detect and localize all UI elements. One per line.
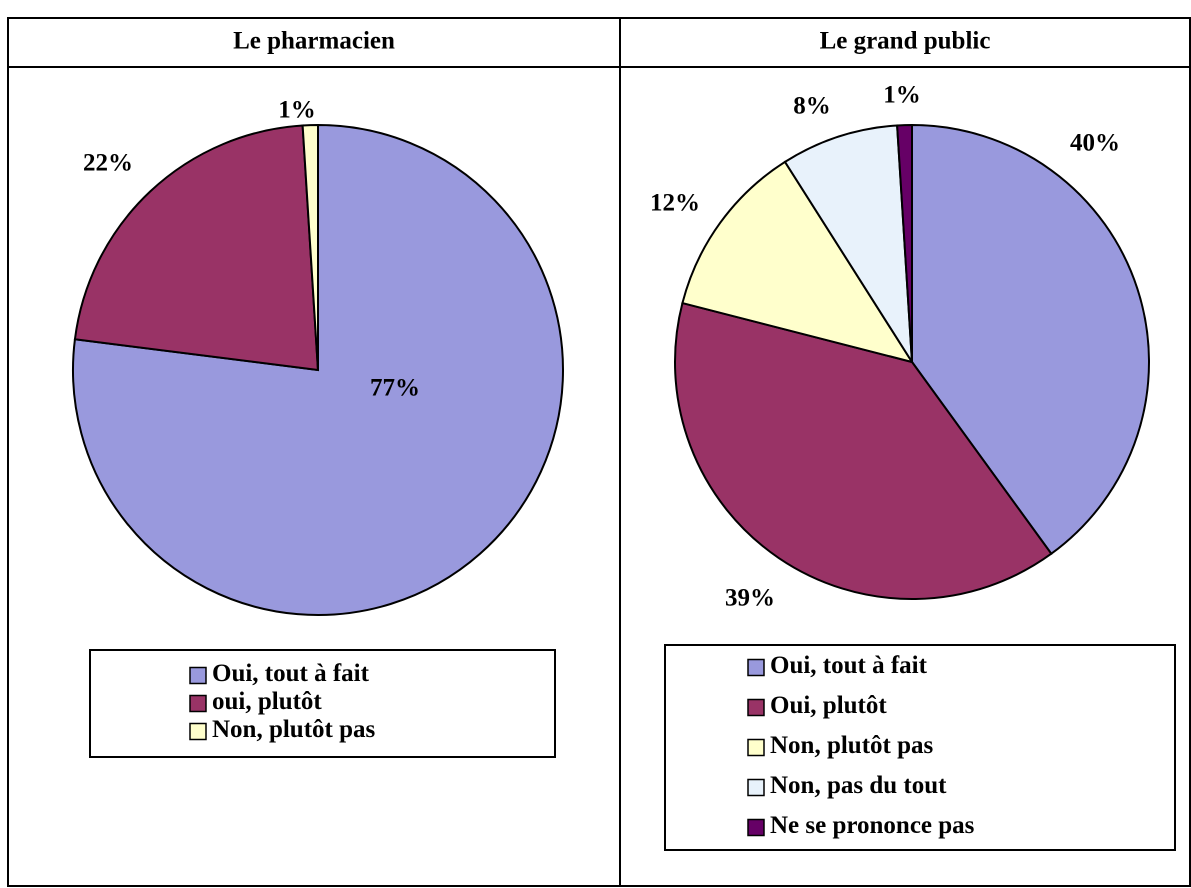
legend-swatch [747, 818, 765, 837]
legend-label: Non, pas du tout [770, 772, 947, 799]
legend-label: Oui, plutôt [770, 692, 887, 719]
legend-swatch [747, 738, 765, 757]
legend-swatch [747, 658, 765, 677]
legend-label: Non, plutôt pas [212, 716, 376, 743]
legend-swatch [747, 698, 765, 717]
pie-slice [73, 124, 320, 372]
data-label: 1% [883, 82, 921, 109]
legend-box [89, 649, 556, 758]
pie-slice [681, 160, 915, 364]
legend-swatch [747, 778, 765, 797]
pie-slice [896, 123, 913, 363]
legend-swatch [189, 722, 207, 741]
data-label: 40% [1070, 130, 1120, 157]
legend-swatch [189, 666, 207, 685]
data-label: 8% [793, 93, 831, 120]
data-label: 39% [725, 585, 775, 612]
legend-swatch [189, 694, 207, 713]
chart-title: Le pharmacien [233, 28, 395, 55]
pie-slice [674, 301, 1053, 600]
legend-label: Oui, tout à fait [770, 652, 928, 679]
chart-title: Le grand public [820, 28, 991, 55]
table-border [7, 17, 1191, 887]
pie-slice [783, 124, 913, 363]
pie-slice [911, 123, 1150, 556]
data-label: 12% [650, 190, 700, 217]
legend-label: Oui, tout à fait [212, 660, 370, 687]
legend-label: oui, plutôt [212, 688, 322, 715]
data-label: 1% [278, 97, 316, 124]
pie-slice [301, 123, 319, 371]
data-label: 77% [370, 375, 420, 402]
legend-label: Non, plutôt pas [770, 732, 934, 759]
legend-label: Ne se prononce pas [770, 812, 975, 839]
data-label: 22% [83, 150, 133, 177]
